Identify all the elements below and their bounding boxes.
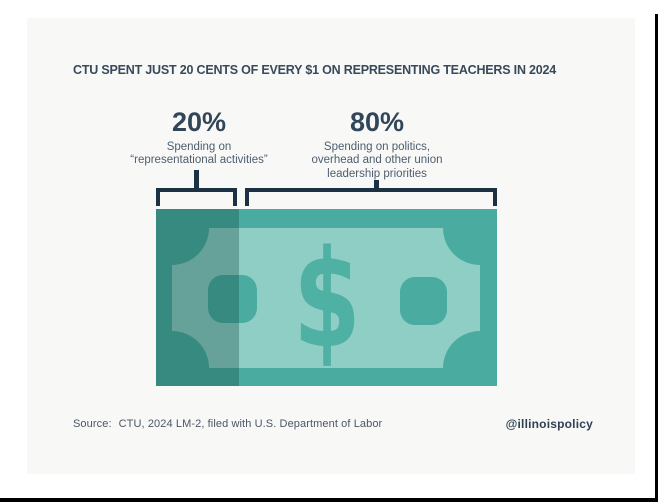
desc-line: Spending on bbox=[166, 140, 232, 153]
pct-value-80: 80% bbox=[349, 107, 405, 137]
source-note: Source: CTU, 2024 LM-2, filed with U.S. D… bbox=[73, 418, 382, 430]
segment-20-description: Spending on “representational activities… bbox=[104, 141, 294, 168]
headline: CTU SPENT JUST 20 CENTS OF EVERY $1 ON R… bbox=[73, 63, 557, 77]
corner-notch bbox=[443, 209, 497, 265]
brand-handle: @illinoispolicy bbox=[505, 417, 593, 431]
dollar-sign-icon: $ bbox=[293, 221, 361, 378]
segment-label-80: 80% Spending on politics, overhead and o… bbox=[267, 107, 487, 182]
brace-stem-80 bbox=[374, 180, 379, 189]
desc-line: “representational activities” bbox=[130, 154, 268, 167]
dollar-bill-graphic: $ bbox=[156, 209, 497, 386]
corner-notch bbox=[443, 331, 497, 386]
seal-left bbox=[208, 275, 257, 323]
source-label: Source: bbox=[73, 418, 112, 430]
shaded-20pct-overlay bbox=[156, 209, 239, 386]
desc-line: leadership priorities bbox=[327, 167, 427, 180]
frame-bottom-border bbox=[0, 498, 658, 502]
desc-line: overhead and other union bbox=[311, 154, 443, 167]
frame-right-border bbox=[655, 14, 658, 502]
infographic-card: CTU SPENT JUST 20 CENTS OF EVERY $1 ON R… bbox=[27, 18, 635, 474]
desc-line: Spending on politics, bbox=[323, 140, 431, 153]
brace-stem-20 bbox=[194, 170, 199, 188]
seal-right bbox=[400, 277, 447, 325]
source-text: CTU, 2024 LM-2, filed with U.S. Departme… bbox=[118, 418, 383, 430]
corner-notch bbox=[156, 331, 209, 386]
corner-notch bbox=[156, 209, 209, 265]
brace-20pct bbox=[156, 188, 237, 206]
brace-80pct bbox=[245, 188, 497, 206]
segment-80-description: Spending on politics, overhead and other… bbox=[267, 141, 487, 182]
pct-value-20: 20% bbox=[171, 107, 227, 137]
segment-label-20: 20% Spending on “representational activi… bbox=[104, 107, 294, 168]
